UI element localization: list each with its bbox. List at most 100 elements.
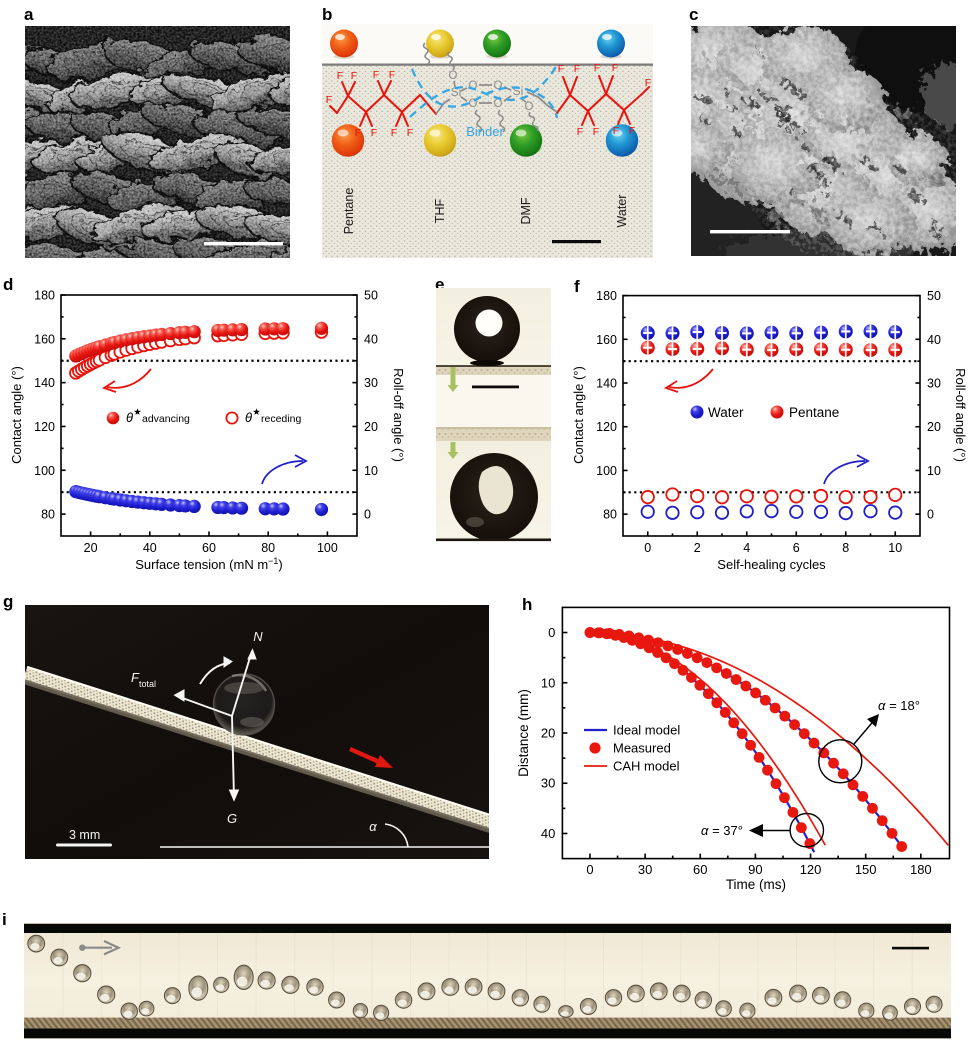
- svg-text:F: F: [371, 127, 377, 139]
- svg-text:F: F: [629, 125, 635, 137]
- svg-text:F: F: [389, 69, 395, 81]
- svg-text:120: 120: [34, 420, 55, 434]
- svg-text:Time (ms): Time (ms): [726, 877, 786, 892]
- svg-text:0: 0: [927, 508, 934, 522]
- svg-text:Distance (mm): Distance (mm): [516, 689, 531, 777]
- svg-text:50: 50: [364, 289, 378, 303]
- svg-text:advancing: advancing: [142, 413, 190, 425]
- svg-text:F: F: [391, 127, 397, 139]
- svg-text:α = 18°: α = 18°: [878, 698, 920, 713]
- svg-text:THF: THF: [433, 198, 447, 223]
- svg-text:Measured: Measured: [613, 741, 671, 756]
- svg-text:150: 150: [855, 862, 877, 877]
- svg-text:Water: Water: [615, 195, 629, 228]
- svg-text:30: 30: [927, 377, 941, 391]
- svg-text:30: 30: [364, 376, 378, 390]
- svg-text:F: F: [337, 70, 343, 82]
- svg-text:O: O: [469, 80, 478, 92]
- svg-text:Contact angle (°): Contact angle (°): [571, 366, 586, 464]
- svg-text:140: 140: [34, 376, 55, 390]
- svg-text:DMF: DMF: [519, 197, 533, 224]
- svg-text:F: F: [645, 77, 651, 89]
- svg-text:F: F: [558, 63, 564, 75]
- svg-text:180: 180: [596, 289, 617, 303]
- svg-text:Pentane: Pentane: [789, 405, 839, 420]
- svg-text:0: 0: [364, 508, 371, 522]
- svg-text:O: O: [449, 70, 458, 82]
- svg-text:40: 40: [143, 541, 157, 555]
- svg-text:Ftotal: Ftotal: [131, 670, 156, 689]
- svg-text:O: O: [494, 98, 503, 110]
- svg-text:F: F: [373, 69, 379, 81]
- svg-text:10: 10: [927, 464, 941, 478]
- svg-text:Self-healing cycles: Self-healing cycles: [717, 557, 826, 572]
- svg-text:8: 8: [842, 541, 849, 555]
- svg-text:CAH model: CAH model: [613, 759, 680, 774]
- svg-text:3 mm: 3 mm: [69, 828, 100, 842]
- svg-text:10: 10: [364, 464, 378, 478]
- svg-text:100: 100: [596, 464, 617, 478]
- svg-text:G: G: [227, 811, 237, 826]
- svg-text:6: 6: [793, 541, 800, 555]
- svg-text:Binder: Binder: [466, 124, 504, 139]
- svg-text:100: 100: [34, 464, 55, 478]
- svg-text:60: 60: [693, 862, 707, 877]
- svg-text:80: 80: [261, 541, 275, 555]
- svg-text:160: 160: [596, 333, 617, 347]
- svg-text:0: 0: [548, 625, 555, 640]
- svg-text:F: F: [407, 127, 413, 139]
- svg-text:F: F: [351, 70, 357, 82]
- svg-text:O: O: [494, 80, 503, 92]
- svg-text:180: 180: [34, 289, 55, 303]
- svg-text:160: 160: [34, 332, 55, 346]
- svg-text:80: 80: [41, 508, 55, 522]
- svg-text:120: 120: [800, 862, 822, 877]
- svg-text:O: O: [469, 98, 478, 110]
- svg-text:F: F: [574, 63, 580, 75]
- svg-text:10: 10: [888, 541, 902, 555]
- svg-text:Roll-off angle (°): Roll-off angle (°): [953, 368, 968, 462]
- svg-text:θ: θ: [126, 410, 133, 425]
- svg-text:Water: Water: [708, 405, 744, 420]
- svg-text:receding: receding: [261, 413, 301, 425]
- svg-text:θ: θ: [245, 410, 252, 425]
- svg-text:140: 140: [596, 377, 617, 391]
- svg-text:30: 30: [638, 862, 652, 877]
- svg-text:Roll-off angle (°): Roll-off angle (°): [391, 368, 406, 462]
- svg-text:F: F: [613, 125, 619, 137]
- svg-text:α: α: [369, 819, 377, 834]
- svg-text:Si: Si: [513, 84, 524, 98]
- svg-text:F: F: [593, 126, 599, 138]
- svg-text:2: 2: [694, 541, 701, 555]
- svg-text:40: 40: [541, 826, 555, 841]
- svg-text:20: 20: [927, 420, 941, 434]
- svg-text:Surface tension (mN m−1): Surface tension (mN m−1): [135, 556, 283, 572]
- svg-text:4: 4: [743, 541, 750, 555]
- svg-text:60: 60: [202, 541, 216, 555]
- svg-text:F: F: [355, 127, 361, 139]
- svg-text:90: 90: [748, 862, 762, 877]
- svg-text:80: 80: [603, 508, 617, 522]
- svg-text:F: F: [594, 62, 600, 74]
- svg-text:0: 0: [586, 862, 593, 877]
- svg-text:F: F: [577, 126, 583, 138]
- svg-text:100: 100: [317, 541, 338, 555]
- svg-text:O: O: [525, 101, 534, 113]
- svg-text:Contact angle (°): Contact angle (°): [9, 366, 24, 464]
- svg-text:20: 20: [364, 420, 378, 434]
- svg-text:F: F: [612, 62, 618, 74]
- svg-text:Pentane: Pentane: [342, 188, 356, 235]
- svg-text:N: N: [253, 629, 263, 644]
- svg-text:20: 20: [84, 541, 98, 555]
- svg-text:50: 50: [927, 289, 941, 303]
- svg-text:Ideal model: Ideal model: [613, 723, 680, 738]
- svg-text:α = 37°: α = 37°: [701, 823, 743, 838]
- svg-text:40: 40: [927, 333, 941, 347]
- svg-text:Si: Si: [451, 85, 462, 99]
- svg-text:120: 120: [596, 420, 617, 434]
- svg-text:0: 0: [644, 541, 651, 555]
- svg-text:20: 20: [541, 726, 555, 741]
- svg-text:30: 30: [541, 776, 555, 791]
- svg-text:10: 10: [541, 675, 555, 690]
- svg-text:F: F: [326, 94, 332, 106]
